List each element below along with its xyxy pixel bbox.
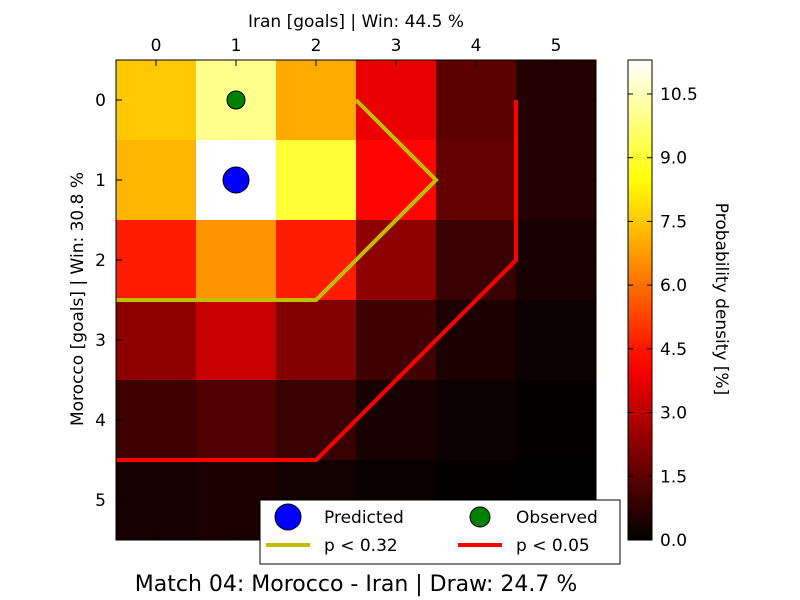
heatmap-cell [196,220,277,301]
contour-lines [116,98,518,462]
heatmap-cell [276,300,357,381]
heatmap-cell [436,220,517,301]
predicted-marker [222,166,250,194]
legend-marker [469,506,491,528]
heatmap-cell [436,380,517,461]
colorbar-tick-label: 7.5 [660,212,687,232]
colorbar-label: Probability density [%] [711,203,731,395]
heatmap-cell [276,220,357,301]
colorbar-tick-label: 0.0 [660,531,687,551]
y-axis-title: Morocco [goals] | Win: 30.8 % [68,172,88,426]
y-tick-label: 1 [95,171,106,191]
contour-line [116,98,439,302]
heatmap-cell [436,60,517,141]
heatmap-cell [436,300,517,381]
x-tick-label: 5 [551,36,562,56]
legend: Predicted Observed p < 0.32 p < 0.05 [259,499,621,565]
score-markers [222,90,250,194]
heatmap-cell [356,380,437,461]
heatmap-cell [116,60,197,141]
legend-marker [274,503,302,531]
y-tick-label: 3 [95,331,106,351]
colorbar-gradient [628,60,652,540]
heatmap-cell [356,220,437,301]
legend-label: p < 0.05 [516,536,590,556]
x-tick-label: 0 [151,36,162,56]
heatmap-cell [116,460,197,541]
heatmap-cell [516,140,597,221]
y-tick-label: 5 [95,491,106,511]
legend-box [259,499,621,565]
observed-marker [226,90,246,110]
heatmap-cell [116,140,197,221]
x-tick-label: 3 [391,36,402,56]
heatmap-cell [516,220,597,301]
colorbar-frame [627,59,653,541]
heatmap-cell [436,140,517,221]
x-tick-label: 1 [231,36,242,56]
heatmap-cell [356,60,437,141]
legend-label: p < 0.32 [324,536,398,556]
heatmap-cell [116,220,197,301]
heatmap-cell [116,380,197,461]
y-tick-label: 0 [95,91,106,111]
colorbar-tick-label: 10.5 [660,85,698,105]
heatmap-cell [356,140,437,221]
x-axis-title: Iran [goals] | Win: 44.5 % [248,12,464,32]
y-tick-label: 4 [95,411,106,431]
x-tick-label: 4 [471,36,482,56]
colorbar-tick-label: 1.5 [660,467,687,487]
contour-line [116,100,518,462]
colorbar-tick-label: 9.0 [660,149,687,169]
y-tick-label: 2 [95,251,106,271]
legend-label: Predicted [324,508,404,528]
heatmap-cell [276,140,357,221]
heatmap-cell [196,380,277,461]
heatmap-cell [276,60,357,141]
heatmap-cell [116,300,197,381]
colorbar: 0.0 1.5 3.0 4.5 6.0 7.5 9.0 10.5 [627,59,698,551]
heatmap-cell [516,60,597,141]
heatmap-cell [516,300,597,381]
heatmap-cells [116,60,597,541]
heatmap-cell [516,380,597,461]
colorbar-tick-label: 6.0 [660,276,687,296]
chart-title: Match 04: Morocco - Iran | Draw: 24.7 % [135,572,577,597]
heatmap-cell [356,300,437,381]
heatmap-cell [196,300,277,381]
x-tick-label: 2 [311,36,322,56]
legend-label: Observed [516,508,598,528]
colorbar-tick-label: 4.5 [660,340,687,360]
heatmap-cell [276,380,357,461]
colorbar-tick-label: 3.0 [660,404,687,424]
